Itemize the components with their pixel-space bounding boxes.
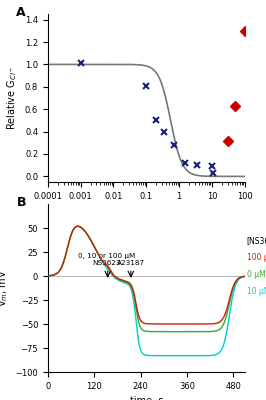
Text: A23187: A23187 [117,260,145,266]
Y-axis label: Relative G$_{Cl^-}$: Relative G$_{Cl^-}$ [6,66,19,130]
Text: 0, 10 or 100 μM
NS3623: 0, 10 or 100 μM NS3623 [78,254,135,266]
Text: 0 μM: 0 μM [247,270,265,279]
X-axis label: time, s: time, s [130,396,163,400]
Text: B: B [16,196,26,209]
Text: [NS3623]: [NS3623] [247,236,266,246]
Y-axis label: V$_m$, mV: V$_m$, mV [0,269,10,307]
X-axis label: [NS3623], μM: [NS3623], μM [113,206,180,216]
Text: 10 μM: 10 μM [247,287,266,296]
Text: A: A [16,6,26,18]
Text: 100 μM: 100 μM [247,253,266,262]
